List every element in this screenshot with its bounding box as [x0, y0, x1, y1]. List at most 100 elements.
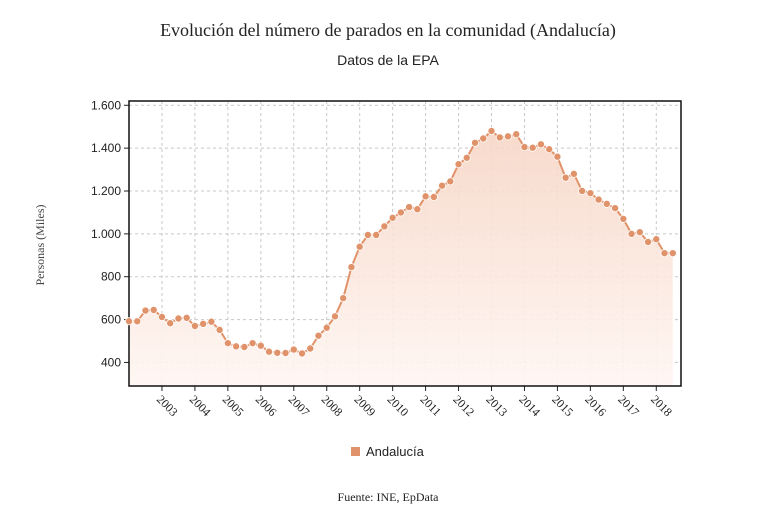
data-point[interactable] — [668, 249, 677, 258]
data-point[interactable] — [421, 192, 430, 201]
x-tick-label: 2004 — [187, 392, 214, 419]
data-point[interactable] — [561, 173, 570, 182]
series-points — [125, 127, 677, 358]
data-point[interactable] — [569, 169, 578, 178]
x-tick-label: 2012 — [450, 392, 477, 419]
legend-label: Andalucía — [366, 444, 425, 459]
data-point[interactable] — [380, 222, 389, 231]
data-point[interactable] — [635, 228, 644, 237]
data-point[interactable] — [553, 152, 562, 161]
data-point[interactable] — [396, 208, 405, 217]
series-area — [129, 129, 673, 386]
data-point[interactable] — [487, 127, 496, 136]
data-point[interactable] — [174, 314, 183, 323]
data-point[interactable] — [182, 313, 191, 322]
y-tick-label: 1.600 — [91, 98, 121, 112]
x-tick-label: 2010 — [385, 392, 412, 419]
data-point[interactable] — [578, 186, 587, 195]
data-point[interactable] — [232, 342, 241, 351]
data-point[interactable] — [644, 237, 653, 246]
y-tick-label: 600 — [101, 313, 121, 327]
y-axis-label: Personas (Miles) — [33, 205, 47, 286]
data-point[interactable] — [413, 205, 422, 214]
data-point[interactable] — [166, 319, 175, 328]
data-point[interactable] — [149, 305, 158, 314]
legend-swatch — [351, 447, 360, 456]
data-point[interactable] — [215, 325, 224, 334]
data-point[interactable] — [141, 306, 150, 315]
data-point[interactable] — [652, 235, 661, 244]
y-tick-label: 1.400 — [91, 141, 121, 155]
data-point[interactable] — [199, 319, 208, 328]
data-point[interactable] — [223, 339, 232, 348]
data-point[interactable] — [602, 199, 611, 208]
data-point[interactable] — [429, 192, 438, 201]
data-point[interactable] — [627, 229, 636, 238]
legend: Andalucía — [351, 444, 425, 459]
data-point[interactable] — [157, 312, 166, 321]
y-tick-label: 800 — [101, 270, 121, 284]
data-point[interactable] — [133, 317, 142, 326]
data-point[interactable] — [190, 321, 199, 330]
y-tick-label: 400 — [101, 355, 121, 369]
data-point[interactable] — [330, 312, 339, 321]
area-fill — [129, 131, 673, 386]
data-point[interactable] — [446, 177, 455, 186]
data-point[interactable] — [347, 263, 356, 272]
data-point[interactable] — [528, 143, 537, 152]
data-point[interactable] — [454, 160, 463, 169]
data-point[interactable] — [619, 214, 628, 223]
data-point[interactable] — [372, 230, 381, 239]
data-point[interactable] — [660, 249, 669, 258]
data-point[interactable] — [405, 203, 414, 212]
data-point[interactable] — [240, 342, 249, 351]
data-point[interactable] — [512, 130, 521, 139]
data-point[interactable] — [462, 153, 471, 162]
data-point[interactable] — [438, 181, 447, 190]
x-tick-label: 2003 — [154, 392, 181, 419]
data-point[interactable] — [207, 317, 216, 326]
data-point[interactable] — [355, 242, 364, 251]
data-point[interactable] — [314, 331, 323, 340]
data-point[interactable] — [536, 140, 545, 149]
x-tick-label: 2009 — [352, 392, 379, 419]
data-point[interactable] — [273, 348, 282, 357]
y-tick-label: 1.200 — [91, 184, 121, 198]
data-point[interactable] — [611, 204, 620, 213]
data-point[interactable] — [289, 345, 298, 354]
x-tick-label: 2008 — [319, 392, 346, 419]
data-point[interactable] — [388, 213, 397, 222]
data-point[interactable] — [298, 349, 307, 358]
data-point[interactable] — [281, 348, 290, 357]
data-point[interactable] — [322, 323, 331, 332]
data-point[interactable] — [248, 339, 257, 348]
data-point[interactable] — [471, 138, 480, 147]
x-tick-label: 2007 — [286, 392, 313, 419]
chart-title: Evolución del número de parados en la co… — [160, 20, 616, 40]
data-point[interactable] — [495, 133, 504, 142]
data-point[interactable] — [125, 317, 134, 326]
x-tick-label: 2005 — [220, 392, 247, 419]
data-point[interactable] — [306, 344, 315, 353]
x-tick-label: 2011 — [417, 392, 444, 419]
plot-frame — [128, 100, 682, 387]
data-point[interactable] — [363, 230, 372, 239]
data-point[interactable] — [594, 195, 603, 204]
data-point[interactable] — [520, 143, 529, 152]
data-point[interactable] — [545, 145, 554, 154]
x-tick-label: 2017 — [615, 392, 642, 419]
y-tick-label: 1.000 — [91, 227, 121, 241]
x-tick-label: 2018 — [648, 392, 675, 419]
source-note: Fuente: INE, EpData — [337, 490, 439, 504]
data-point[interactable] — [265, 347, 274, 356]
data-point[interactable] — [339, 294, 348, 303]
data-point[interactable] — [586, 189, 595, 198]
data-point[interactable] — [479, 134, 488, 143]
data-point[interactable] — [256, 341, 265, 350]
x-tick-label: 2015 — [549, 392, 576, 419]
chart-subtitle: Datos de la EPA — [337, 52, 439, 68]
x-tick-label: 2013 — [483, 392, 510, 419]
x-tick-label: 2016 — [582, 392, 609, 419]
data-point[interactable] — [503, 132, 512, 141]
